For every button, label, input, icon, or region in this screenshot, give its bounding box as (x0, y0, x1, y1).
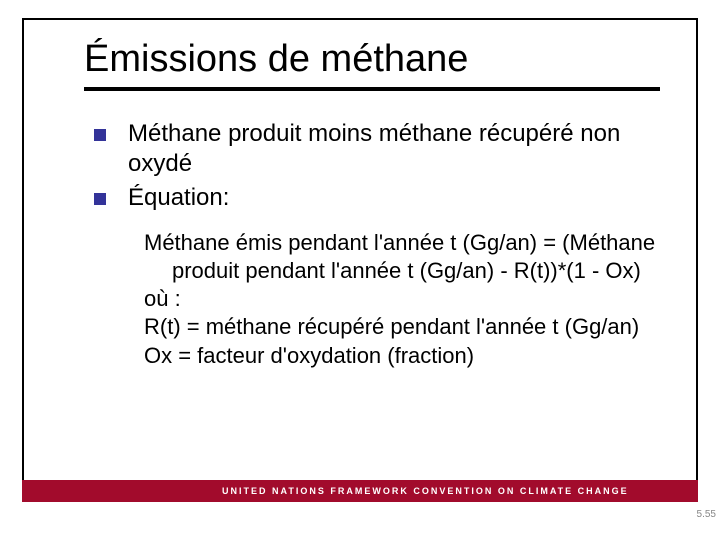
page-number: 5.55 (697, 509, 716, 520)
equation-line: produit pendant l'année t (Gg/an) - R(t)… (144, 257, 656, 285)
bullet-marker-icon (94, 129, 106, 141)
bullet-item: Équation: (94, 183, 656, 213)
bullet-item: Méthane produit moins méthane récupéré n… (94, 119, 656, 179)
slide-title: Émissions de méthane (24, 20, 696, 87)
slide-frame: Émissions de méthane Méthane produit moi… (22, 18, 698, 502)
bullet-marker-icon (94, 193, 106, 205)
equation-line: où : (144, 285, 656, 313)
equation-line: Ox = facteur d'oxydation (fraction) (144, 342, 656, 370)
bullet-text: Équation: (128, 183, 229, 213)
equation-line: Méthane émis pendant l'année t (Gg/an) =… (144, 229, 656, 257)
equation-block: Méthane émis pendant l'année t (Gg/an) =… (24, 217, 696, 370)
footer-text: UNITED NATIONS FRAMEWORK CONVENTION ON C… (22, 486, 629, 496)
bullet-text: Méthane produit moins méthane récupéré n… (128, 119, 656, 179)
equation-line: R(t) = méthane récupéré pendant l'année … (144, 313, 656, 341)
bullet-list: Méthane produit moins méthane récupéré n… (24, 91, 696, 213)
footer-bar: UNITED NATIONS FRAMEWORK CONVENTION ON C… (22, 480, 698, 502)
